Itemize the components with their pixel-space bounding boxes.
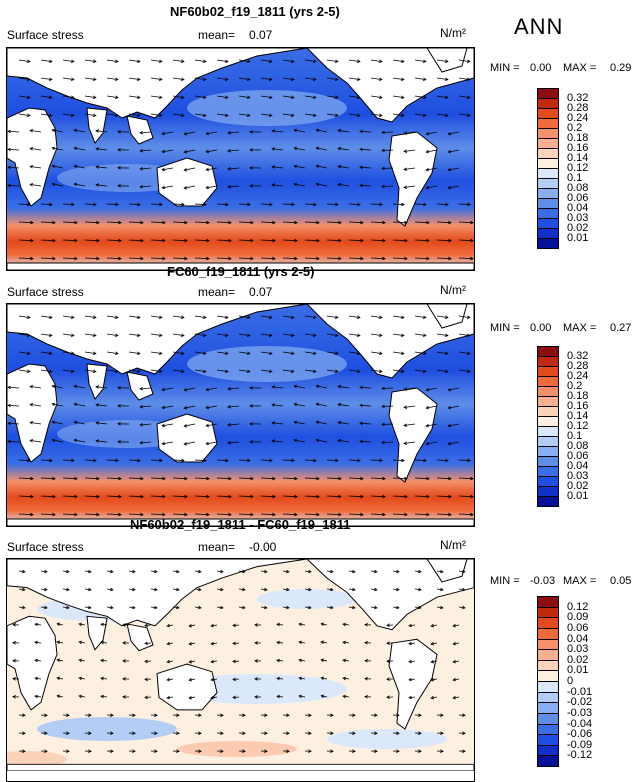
panel-3-anomaly-patch <box>257 589 357 609</box>
panel-1-min-label: MIN = <box>490 62 520 74</box>
wind-vector <box>393 460 404 461</box>
continent-outline <box>7 764 474 771</box>
panel-3-map-svg <box>7 559 474 771</box>
panel-1-min-value: 0.00 <box>530 62 551 74</box>
panel-3-field-label: Surface stress <box>7 540 84 554</box>
panel-3-min-value: -0.03 <box>530 575 555 587</box>
panel-3-mean-value: -0.00 <box>249 540 276 554</box>
panel-1-wind-band <box>187 90 347 126</box>
wind-vector <box>19 204 30 205</box>
colorbar-tick-label: 0.01 <box>567 491 588 502</box>
panel-3-anomaly-patch <box>177 741 297 757</box>
wind-vector <box>415 460 426 461</box>
wind-vector <box>283 460 294 461</box>
wind-vector <box>85 204 96 205</box>
panel-1-mean-value: 0.07 <box>249 28 272 42</box>
wind-vector <box>437 460 448 461</box>
wind-vector <box>415 204 426 205</box>
panel-2-units: N/m² <box>440 283 466 297</box>
wind-vector <box>151 460 162 461</box>
panel-1-title: NF60b02_f19_1811 (yrs 2-5) <box>170 4 340 19</box>
panel-2-colorbar <box>537 346 559 506</box>
panel-3-anomaly-patch <box>327 729 447 749</box>
wind-vector <box>173 460 184 461</box>
wind-vector <box>107 204 118 205</box>
wind-vector <box>459 204 470 205</box>
wind-vector <box>239 460 250 461</box>
wind-vector <box>41 460 52 461</box>
wind-vector <box>371 204 382 205</box>
wind-vector <box>305 204 316 205</box>
wind-vector <box>85 460 96 461</box>
panel-2-max-value: 0.27 <box>610 322 631 334</box>
colorbar-cell <box>537 238 559 249</box>
wind-vector <box>371 460 382 461</box>
panel-3-max-value: 0.05 <box>610 575 631 587</box>
colorbar-tick-label: -0.12 <box>567 750 592 761</box>
panel-1-units: N/m² <box>440 26 466 40</box>
panel-2-min-value: 0.00 <box>530 322 551 334</box>
wind-vector <box>107 460 118 461</box>
panel-3-mean-label: mean= <box>198 540 235 554</box>
panel-3-colorbar <box>537 596 559 766</box>
panel-1-max-label: MAX = <box>563 62 596 74</box>
wind-vector <box>261 204 272 205</box>
wind-vector <box>63 460 74 461</box>
panel-3-units: N/m² <box>440 538 466 552</box>
season-label: ANN <box>514 14 563 40</box>
colorbar-cell <box>537 755 559 767</box>
wind-vector <box>393 204 404 205</box>
wind-vector <box>305 460 316 461</box>
panel-1-colorbar <box>537 88 559 248</box>
wind-vector <box>173 204 184 205</box>
panel-3-anomaly-patch <box>37 717 177 741</box>
wind-vector <box>129 460 140 461</box>
panel-1-map-svg <box>7 48 474 270</box>
panel-1-field-label: Surface stress <box>7 28 84 42</box>
wind-vector <box>349 460 360 461</box>
panel-2-title: FC60_f19_1811 (yrs 2-5) <box>167 264 314 279</box>
panel-2-map-svg <box>7 304 474 526</box>
panel-3-map <box>6 558 475 782</box>
panel-2-wind-band <box>187 346 347 382</box>
wind-vector <box>437 204 448 205</box>
panel-2-max-label: MAX = <box>563 322 596 334</box>
wind-vector <box>151 204 162 205</box>
wind-vector <box>327 460 338 461</box>
panel-1-max-value: 0.29 <box>610 62 631 74</box>
wind-vector <box>349 204 360 205</box>
wind-vector <box>41 204 52 205</box>
wind-vector <box>129 204 140 205</box>
wind-vector <box>195 460 206 461</box>
wind-vector <box>283 204 294 205</box>
panel-2-field-label: Surface stress <box>7 285 84 299</box>
wind-vector <box>217 460 228 461</box>
colorbar-tick-label: 0.01 <box>567 233 588 244</box>
wind-vector <box>63 204 74 205</box>
panel-3-min-label: MIN = <box>490 575 520 587</box>
wind-vector <box>459 460 470 461</box>
wind-vector <box>217 204 228 205</box>
panel-3-max-label: MAX = <box>563 575 596 587</box>
panel-3-title: NF60b02_f19_1811 - FC60_f19_1811 <box>130 517 350 532</box>
wind-vector <box>19 460 30 461</box>
panel-2-mean-value: 0.07 <box>249 285 272 299</box>
panel-2-min-label: MIN = <box>490 322 520 334</box>
colorbar-cell <box>537 496 559 507</box>
panel-1-map <box>6 47 475 271</box>
wind-vector <box>195 204 206 205</box>
panel-1-mean-label: mean= <box>198 28 235 42</box>
wind-vector <box>239 204 250 205</box>
panel-2-map <box>6 303 475 527</box>
wind-vector <box>327 204 338 205</box>
panel-2-mean-label: mean= <box>198 285 235 299</box>
wind-vector <box>261 460 272 461</box>
